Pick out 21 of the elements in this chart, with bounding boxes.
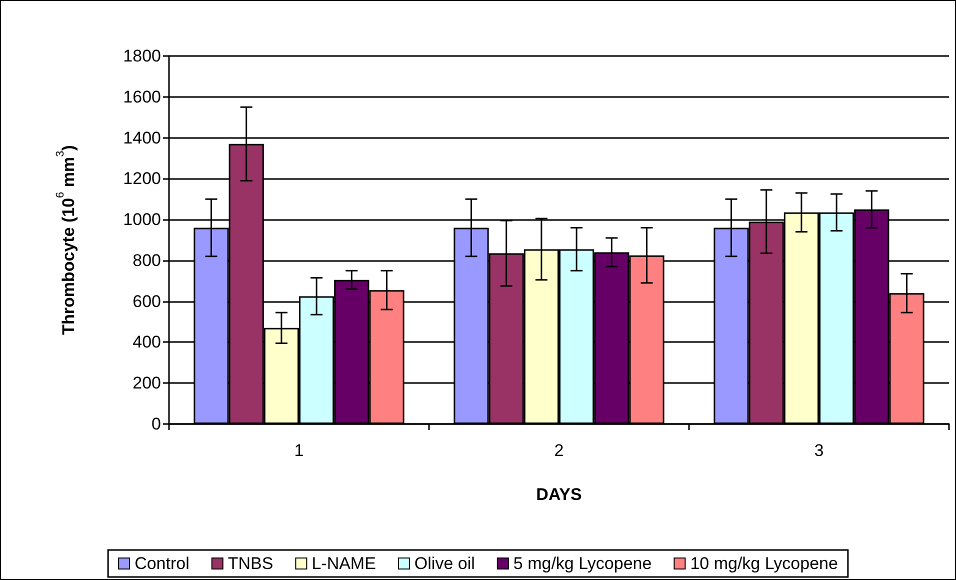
x-tick-label: 2 bbox=[554, 441, 564, 460]
legend-label: Olive oil bbox=[414, 554, 475, 573]
y-tick-label: 1600 bbox=[123, 87, 161, 106]
x-tick-label: 1 bbox=[294, 441, 304, 460]
legend-label: L-NAME bbox=[312, 554, 376, 573]
y-tick-label: 0 bbox=[152, 414, 161, 434]
y-tick-label: 1400 bbox=[123, 128, 161, 148]
y-tick-label: 600 bbox=[132, 292, 161, 311]
y-tick-label: 800 bbox=[132, 250, 161, 270]
y-tick-label: 1000 bbox=[123, 210, 161, 230]
y-tick-label: 200 bbox=[132, 374, 161, 393]
y-tick-label: 1200 bbox=[123, 169, 161, 188]
legend-label: 5 mg/kg Lycopene bbox=[513, 554, 652, 573]
legend-label: 10 mg/kg Lycopene bbox=[690, 554, 838, 573]
x-tick-label: 3 bbox=[814, 441, 824, 460]
y-axis-title: Thrombocyte (106 mm3) bbox=[54, 145, 78, 335]
legend-label: Control bbox=[134, 554, 190, 573]
y-tick-label: 400 bbox=[132, 332, 161, 352]
y-tick-label: 1800 bbox=[123, 46, 161, 66]
legend-label: TNBS bbox=[228, 554, 274, 573]
x-axis-title: DAYS bbox=[536, 485, 582, 504]
